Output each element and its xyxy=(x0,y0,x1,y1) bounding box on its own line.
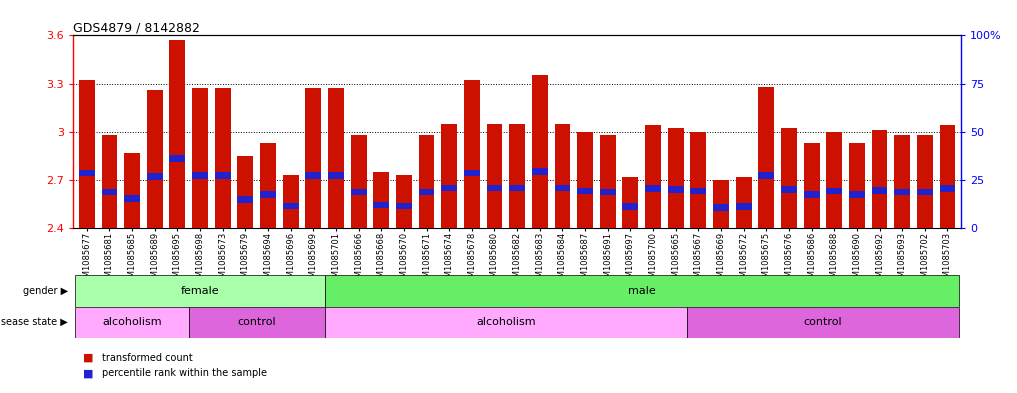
Bar xyxy=(578,187,593,194)
Bar xyxy=(75,275,324,307)
Text: ■: ■ xyxy=(83,353,94,363)
Bar xyxy=(373,202,390,208)
Bar xyxy=(189,307,324,338)
Text: ■: ■ xyxy=(83,368,94,378)
Text: control: control xyxy=(237,317,276,327)
Bar xyxy=(351,135,366,228)
Bar xyxy=(170,156,185,162)
Bar xyxy=(419,189,434,195)
Bar xyxy=(124,195,140,202)
Bar xyxy=(532,75,548,228)
Bar xyxy=(328,88,344,228)
Bar xyxy=(645,185,661,192)
Bar xyxy=(735,203,752,210)
Bar xyxy=(396,203,412,209)
Bar xyxy=(532,168,548,174)
Bar xyxy=(510,185,525,191)
Bar xyxy=(713,180,729,228)
Bar xyxy=(260,191,276,198)
Bar xyxy=(872,130,888,228)
Bar xyxy=(687,307,959,338)
Bar xyxy=(691,187,706,194)
Bar xyxy=(668,129,683,228)
Bar xyxy=(305,88,321,228)
Bar xyxy=(328,173,344,179)
Bar xyxy=(441,185,457,191)
Bar xyxy=(510,124,525,228)
Bar xyxy=(419,135,434,228)
Bar xyxy=(464,80,480,228)
Bar xyxy=(283,203,299,209)
Bar xyxy=(324,275,959,307)
Bar xyxy=(75,307,189,338)
Bar xyxy=(554,124,571,228)
Text: GDS4879 / 8142882: GDS4879 / 8142882 xyxy=(73,21,200,34)
Bar xyxy=(826,187,842,194)
Bar xyxy=(872,187,888,194)
Bar xyxy=(940,125,955,228)
Text: female: female xyxy=(181,286,220,296)
Bar xyxy=(237,156,253,228)
Bar xyxy=(192,173,208,179)
Bar xyxy=(917,135,933,228)
Bar xyxy=(441,124,457,228)
Bar xyxy=(759,172,774,178)
Bar xyxy=(894,189,910,195)
Bar xyxy=(554,185,571,191)
Bar xyxy=(305,173,321,179)
Bar xyxy=(237,196,253,203)
Bar xyxy=(645,125,661,228)
Bar xyxy=(283,175,299,228)
Bar xyxy=(215,88,231,228)
Bar xyxy=(79,169,95,176)
Text: transformed count: transformed count xyxy=(102,353,192,363)
Bar xyxy=(622,176,639,228)
Text: control: control xyxy=(803,317,842,327)
Bar xyxy=(600,135,615,228)
Bar xyxy=(803,143,820,228)
Text: male: male xyxy=(627,286,656,296)
Bar xyxy=(826,132,842,228)
Bar xyxy=(578,132,593,228)
Bar xyxy=(486,185,502,191)
Bar xyxy=(735,176,752,228)
Bar xyxy=(622,203,639,210)
Bar xyxy=(324,307,687,338)
Bar xyxy=(781,186,797,193)
Bar xyxy=(600,189,615,195)
Bar xyxy=(146,90,163,228)
Bar xyxy=(759,87,774,228)
Bar xyxy=(917,189,933,195)
Bar xyxy=(170,40,185,228)
Bar xyxy=(803,191,820,198)
Bar xyxy=(713,204,729,211)
Bar xyxy=(849,191,864,198)
Bar xyxy=(124,152,140,228)
Bar xyxy=(373,172,390,228)
Text: gender ▶: gender ▶ xyxy=(23,286,68,296)
Bar xyxy=(691,132,706,228)
Bar xyxy=(396,175,412,228)
Bar xyxy=(215,173,231,179)
Bar xyxy=(668,186,683,193)
Text: alcoholism: alcoholism xyxy=(476,317,536,327)
Text: disease state ▶: disease state ▶ xyxy=(0,317,68,327)
Bar xyxy=(849,143,864,228)
Bar xyxy=(464,169,480,176)
Text: alcoholism: alcoholism xyxy=(103,317,162,327)
Bar xyxy=(146,173,163,180)
Bar xyxy=(79,80,95,228)
Bar xyxy=(192,88,208,228)
Bar xyxy=(940,185,955,192)
Bar xyxy=(102,135,117,228)
Bar xyxy=(781,129,797,228)
Text: percentile rank within the sample: percentile rank within the sample xyxy=(102,368,266,378)
Bar xyxy=(894,135,910,228)
Bar xyxy=(260,143,276,228)
Bar xyxy=(102,189,117,195)
Bar xyxy=(486,124,502,228)
Bar xyxy=(351,189,366,195)
